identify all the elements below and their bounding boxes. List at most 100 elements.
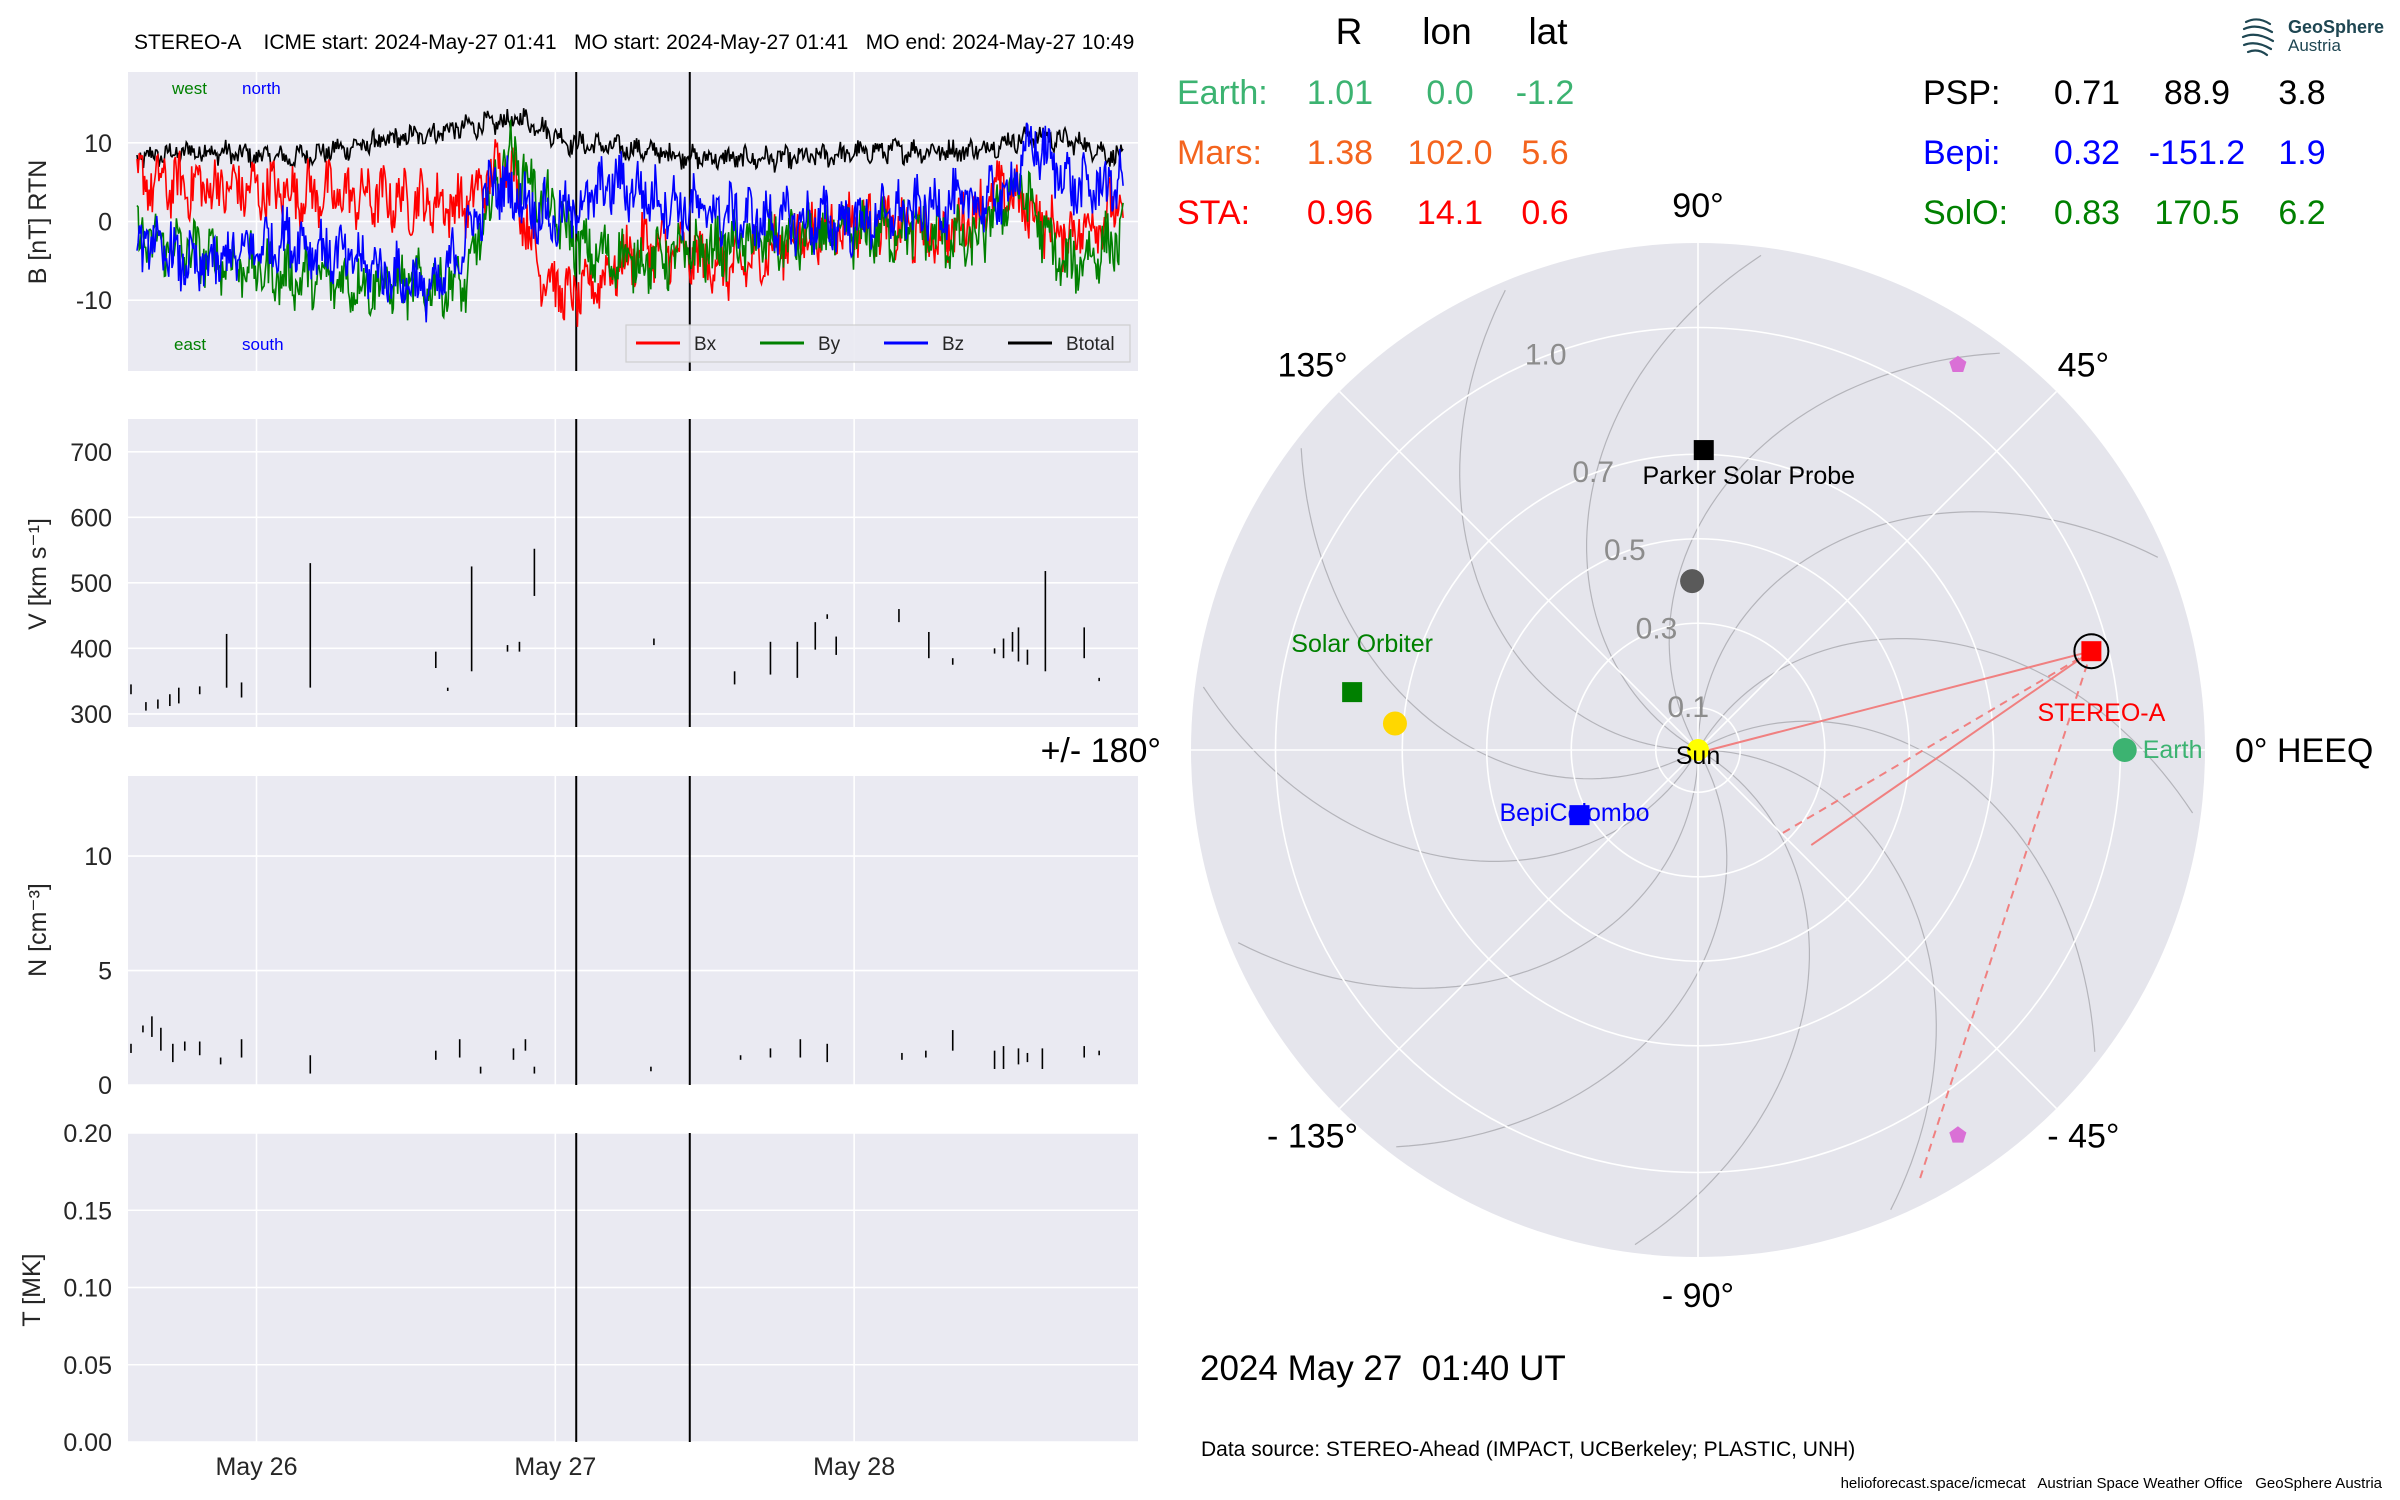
corner-label-south: south bbox=[242, 335, 284, 354]
parker-spiral bbox=[1459, 289, 1699, 751]
table-cell-r: 1.38 bbox=[1307, 134, 1373, 172]
panel-density: 0 5 10 N [cm⁻³] bbox=[24, 776, 1138, 1100]
table-cell-lat: 5.6 bbox=[1521, 134, 1568, 172]
parker-spiral bbox=[1237, 749, 1699, 989]
radial-tick-label: 0.3 bbox=[1636, 612, 1678, 645]
polar-grid-spoke bbox=[1338, 390, 1699, 751]
table-cell-r: 0.96 bbox=[1307, 194, 1373, 232]
angle-label: 90° bbox=[1672, 187, 1723, 225]
angle-label: - 45° bbox=[2047, 1117, 2119, 1155]
radial-tick-label: 0.1 bbox=[1667, 691, 1709, 724]
legend-label-By: By bbox=[818, 334, 841, 355]
x-tick-label: May 27 bbox=[514, 1453, 596, 1481]
radial-tick-label: 1.0 bbox=[1525, 338, 1567, 371]
legend-label-Bz: Bz bbox=[942, 334, 964, 355]
table-cell-r: 0.83 bbox=[2054, 194, 2120, 232]
y-tick-label: 10 bbox=[84, 843, 112, 871]
panel-bg-density bbox=[128, 776, 1138, 1085]
corner-label-west: west bbox=[171, 79, 207, 98]
polar-label-earth: Earth bbox=[2143, 736, 2203, 764]
x-tick-label: May 28 bbox=[813, 1453, 895, 1481]
polar-grid-spoke bbox=[1338, 749, 1699, 1110]
y-tick-label: 0.00 bbox=[63, 1429, 112, 1457]
table-cell-lon: 102.0 bbox=[1407, 134, 1492, 172]
table-row-name: Earth: bbox=[1177, 74, 1268, 112]
angle-label: 0° HEEQ bbox=[2235, 732, 2373, 770]
y-ticks-temperature: 0.00 0.05 0.10 0.15 0.20 bbox=[63, 1120, 112, 1457]
logo-sub: Austria bbox=[2288, 36, 2341, 55]
parker-spiral bbox=[1697, 637, 2194, 814]
table-cell-r: 0.32 bbox=[2054, 134, 2120, 172]
geosphere-logo-icon bbox=[2241, 18, 2275, 57]
polar-marker-parker-solar-probe bbox=[1693, 440, 1714, 461]
table-cell-lon: 170.5 bbox=[2154, 194, 2239, 232]
legend-label-Btotal: Btotal bbox=[1066, 334, 1115, 355]
table-cell-lat: 6.2 bbox=[2278, 194, 2325, 232]
table-row-name: STA: bbox=[1177, 194, 1250, 232]
table-row-name: Bepi: bbox=[1923, 134, 2001, 172]
table-header: lat bbox=[1528, 11, 1568, 52]
table-row-name: SolO: bbox=[1923, 194, 2008, 232]
y-tick-label: 0.15 bbox=[63, 1197, 112, 1225]
parker-spiral bbox=[1202, 686, 1699, 863]
table-cell-lon: 88.9 bbox=[2164, 74, 2230, 112]
series-magnetic-field bbox=[136, 108, 1124, 327]
date-label: 2024 May 27 01:40 UT bbox=[1200, 1349, 1566, 1388]
polar-grid-spoke bbox=[1697, 749, 2058, 1110]
field-line bbox=[1810, 650, 2092, 846]
parker-spiral bbox=[1585, 254, 1762, 751]
polar-marker-earth bbox=[2112, 738, 2137, 762]
parker-spiral bbox=[1396, 749, 1728, 1148]
ylabel-density: N [cm⁻³] bbox=[24, 883, 52, 977]
polar-plot: 0.1 0.3 0.5 0.7 1.0 0° HEEQ 45° 90° 135° +/- 180… bbox=[1041, 187, 2374, 1315]
radial-tick-label: 0.7 bbox=[1572, 456, 1614, 489]
table-cell-lat: -1.2 bbox=[1516, 74, 1575, 112]
table-cell-lat: 1.9 bbox=[2278, 134, 2325, 172]
field-line bbox=[1781, 650, 2092, 835]
y-ticks-speed: 300 400 500 600 700 bbox=[70, 439, 112, 729]
angle-label: - 90° bbox=[1662, 1277, 1734, 1315]
corner-label-north: north bbox=[242, 79, 281, 98]
polar-label-solar-orbiter: Solar Orbiter bbox=[1291, 630, 1433, 658]
parker-spiral bbox=[1634, 749, 1811, 1246]
y-tick-label: 300 bbox=[70, 701, 112, 729]
table-cell-lat: 3.8 bbox=[2278, 74, 2325, 112]
y-tick-label: 0.10 bbox=[63, 1275, 112, 1303]
field-line bbox=[1706, 650, 2092, 752]
parker-spirals bbox=[1202, 254, 2194, 1246]
polar-label-bepicolombo: BepiColombo bbox=[1499, 799, 1649, 827]
y-tick-label: -10 bbox=[76, 287, 112, 315]
x-ticks-time: May 26 May 27 May 28 bbox=[215, 1453, 895, 1481]
panel-bg-speed bbox=[128, 419, 1138, 727]
y-ticks-magnetic-field: -10 0 10 bbox=[76, 130, 112, 315]
table-cell-r: 0.71 bbox=[2054, 74, 2120, 112]
polar-label-stereo-a: STEREO-A bbox=[2037, 699, 2165, 727]
y-tick-label: 0 bbox=[98, 1072, 112, 1100]
radial-tick-label: 0.5 bbox=[1604, 534, 1646, 567]
table-cell-lon: 14.1 bbox=[1417, 194, 1483, 232]
y-tick-label: 10 bbox=[84, 130, 112, 158]
polar-marker-pentagon bbox=[1949, 355, 1967, 372]
polar-marker-body bbox=[1382, 711, 1407, 736]
panel-temperature: 0.000.050.100.150.20 May 26 May 27 May 28 … bbox=[18, 1120, 1138, 1481]
series-speed bbox=[130, 548, 1100, 711]
series-density bbox=[130, 1016, 1100, 1074]
y-tick-label: 0.05 bbox=[63, 1352, 112, 1380]
field-line bbox=[1917, 650, 2093, 1184]
grid-density bbox=[128, 776, 1138, 1086]
angle-label: - 135° bbox=[1267, 1117, 1358, 1155]
panel-speed: 300 400 500 600 700 V [km s⁻¹] bbox=[24, 419, 1138, 729]
corner-label-east: east bbox=[174, 335, 206, 354]
table-cell-lon: 0.0 bbox=[1426, 74, 1473, 112]
series-line-Btotal bbox=[136, 108, 1124, 173]
y-ticks-density: 0 5 10 bbox=[84, 843, 112, 1100]
polar-objects: Sun Earth STEREO-A Parker Solar Probe BepiCo… bbox=[1291, 355, 2203, 1143]
table-cell-r: 1.01 bbox=[1307, 74, 1373, 112]
logo-name: GeoSphere bbox=[2288, 17, 2385, 37]
parker-spiral bbox=[1697, 511, 2159, 751]
legend-magnetic-field: Bx By Bz Btotal bbox=[625, 324, 1131, 363]
parker-spiral bbox=[1697, 749, 1937, 1211]
polar-marker-sun bbox=[1687, 739, 1709, 761]
y-tick-label: 0.20 bbox=[63, 1120, 112, 1148]
